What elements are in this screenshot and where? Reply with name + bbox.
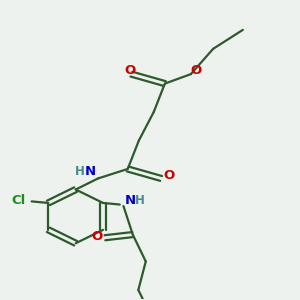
Text: O: O (191, 64, 202, 76)
Text: N: N (124, 194, 136, 207)
Text: O: O (124, 64, 135, 76)
Text: H: H (135, 194, 145, 207)
Text: O: O (92, 230, 103, 243)
Text: O: O (163, 169, 174, 182)
Text: Cl: Cl (11, 194, 26, 207)
Text: N: N (85, 165, 96, 178)
Text: H: H (75, 165, 85, 178)
